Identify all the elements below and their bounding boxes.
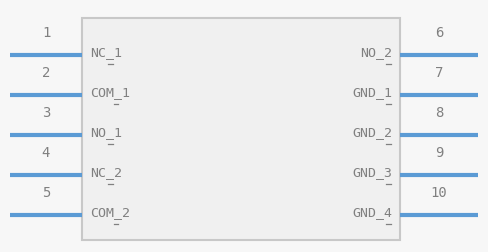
Text: 5: 5 [42, 186, 50, 200]
Text: 1: 1 [42, 26, 50, 40]
Text: 9: 9 [435, 146, 443, 160]
Text: GND_2: GND_2 [352, 127, 392, 140]
Text: GND_3: GND_3 [352, 167, 392, 179]
Text: COM_1: COM_1 [90, 86, 130, 100]
Text: 7: 7 [435, 66, 443, 80]
Text: NO_1: NO_1 [90, 127, 122, 140]
Text: 4: 4 [42, 146, 50, 160]
Text: 6: 6 [435, 26, 443, 40]
Text: NO_2: NO_2 [360, 47, 392, 59]
Text: COM_2: COM_2 [90, 206, 130, 219]
Text: NC_2: NC_2 [90, 167, 122, 179]
Text: 3: 3 [42, 106, 50, 120]
Text: 8: 8 [435, 106, 443, 120]
Text: 2: 2 [42, 66, 50, 80]
Text: 10: 10 [430, 186, 447, 200]
Text: NC_1: NC_1 [90, 47, 122, 59]
Bar [82, 18, 400, 240]
Text: GND_4: GND_4 [352, 206, 392, 219]
Text: GND_1: GND_1 [352, 86, 392, 100]
